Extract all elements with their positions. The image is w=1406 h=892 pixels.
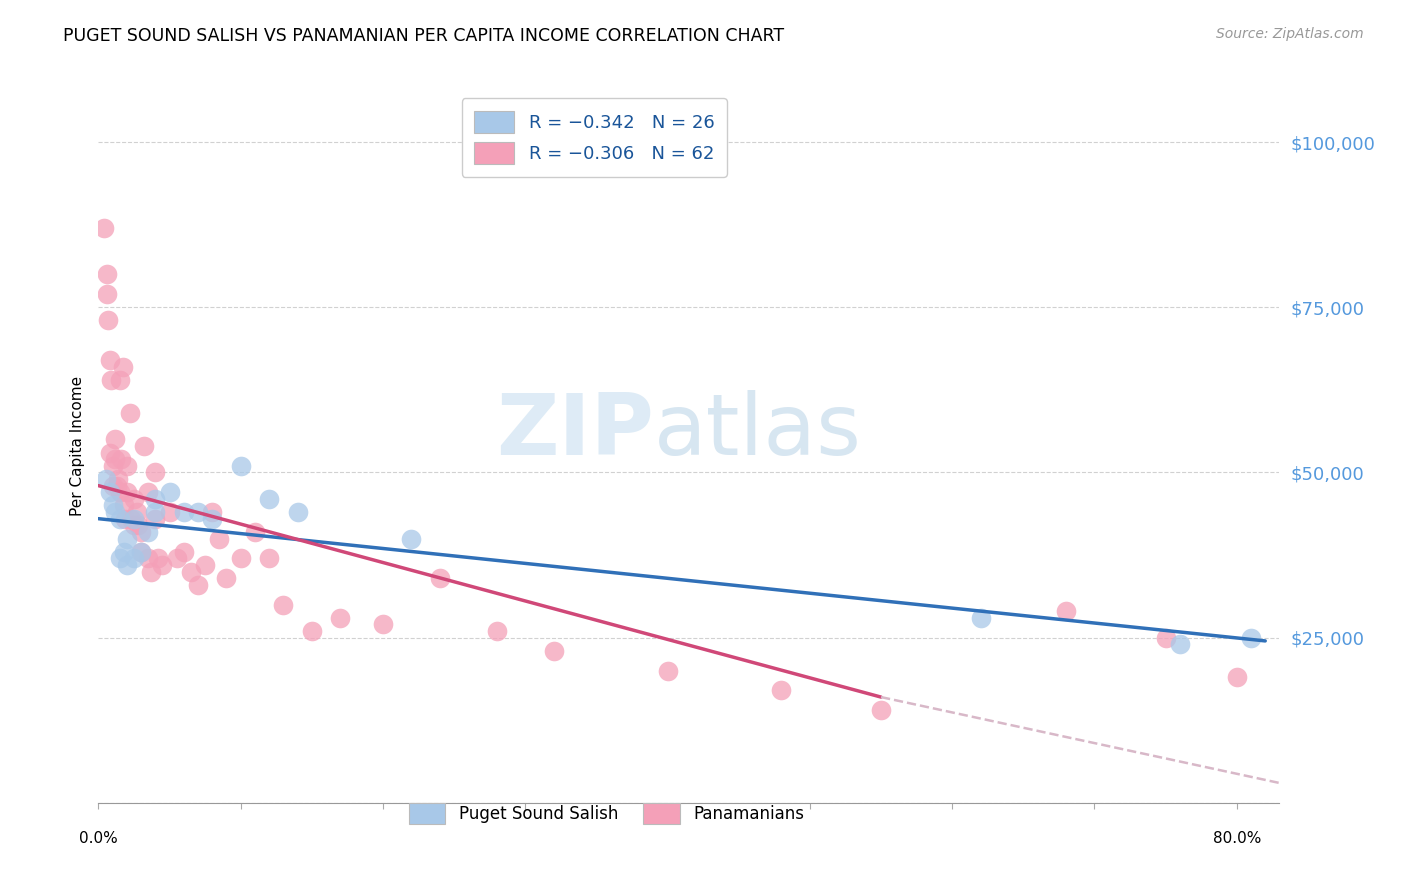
Point bbox=[104, 433, 127, 447]
Point bbox=[112, 545, 135, 559]
Point bbox=[105, 478, 128, 492]
Point bbox=[115, 558, 138, 572]
Point bbox=[96, 287, 118, 301]
Point bbox=[187, 578, 209, 592]
Point bbox=[98, 445, 121, 459]
Point bbox=[129, 545, 152, 559]
Point bbox=[112, 499, 135, 513]
Point bbox=[229, 458, 252, 473]
Point bbox=[104, 505, 127, 519]
Point bbox=[111, 359, 134, 374]
Point bbox=[127, 518, 149, 533]
Point bbox=[287, 505, 309, 519]
Point bbox=[152, 558, 174, 572]
Point bbox=[187, 505, 209, 519]
Point bbox=[1226, 670, 1249, 684]
Point bbox=[93, 221, 115, 235]
Point bbox=[94, 472, 117, 486]
Text: PUGET SOUND SALISH VS PANAMANIAN PER CAPITA INCOME CORRELATION CHART: PUGET SOUND SALISH VS PANAMANIAN PER CAP… bbox=[63, 27, 785, 45]
Point bbox=[401, 532, 423, 546]
Point bbox=[173, 545, 195, 559]
Point bbox=[101, 499, 124, 513]
Y-axis label: Per Capita Income: Per Capita Income bbox=[69, 376, 84, 516]
Point bbox=[98, 485, 121, 500]
Point bbox=[115, 458, 138, 473]
Legend: Puget Sound Salish, Panamanians: Puget Sound Salish, Panamanians bbox=[398, 793, 814, 834]
Point bbox=[129, 524, 152, 539]
Point bbox=[166, 551, 188, 566]
Point bbox=[257, 551, 280, 566]
Point bbox=[159, 485, 181, 500]
Point bbox=[101, 478, 124, 492]
Point bbox=[243, 524, 266, 539]
Point bbox=[104, 452, 127, 467]
Point bbox=[108, 511, 131, 525]
Point bbox=[159, 505, 181, 519]
Point bbox=[173, 505, 195, 519]
Point bbox=[429, 571, 451, 585]
Point bbox=[129, 545, 152, 559]
Point bbox=[120, 511, 142, 525]
Point bbox=[215, 571, 238, 585]
Point bbox=[969, 611, 991, 625]
Point bbox=[148, 551, 170, 566]
Point bbox=[107, 472, 129, 486]
Point bbox=[201, 511, 224, 525]
Point bbox=[371, 617, 394, 632]
Point bbox=[139, 565, 162, 579]
Point bbox=[115, 485, 138, 500]
Point bbox=[485, 624, 508, 638]
Point bbox=[96, 267, 118, 281]
Point bbox=[97, 313, 120, 327]
Point bbox=[301, 624, 323, 638]
Point bbox=[132, 439, 155, 453]
Point bbox=[108, 485, 131, 500]
Point bbox=[273, 598, 295, 612]
Point bbox=[136, 485, 159, 500]
Point bbox=[180, 565, 202, 579]
Point bbox=[101, 458, 124, 473]
Point bbox=[1240, 631, 1263, 645]
Point bbox=[208, 532, 231, 546]
Point bbox=[122, 518, 145, 533]
Point bbox=[870, 703, 893, 717]
Point bbox=[329, 611, 352, 625]
Point bbox=[110, 452, 132, 467]
Point bbox=[194, 558, 217, 572]
Point bbox=[125, 505, 148, 519]
Point bbox=[108, 551, 131, 566]
Point bbox=[229, 551, 252, 566]
Text: 0.0%: 0.0% bbox=[79, 831, 118, 847]
Text: atlas: atlas bbox=[654, 390, 862, 474]
Point bbox=[136, 551, 159, 566]
Point bbox=[122, 511, 145, 525]
Point bbox=[118, 406, 141, 420]
Point bbox=[114, 511, 136, 525]
Text: 80.0%: 80.0% bbox=[1212, 831, 1261, 847]
Point bbox=[115, 532, 138, 546]
Point bbox=[657, 664, 679, 678]
Point bbox=[143, 466, 166, 480]
Point bbox=[543, 644, 565, 658]
Point bbox=[122, 551, 145, 566]
Point bbox=[143, 505, 166, 519]
Point bbox=[143, 511, 166, 525]
Point bbox=[100, 373, 122, 387]
Point bbox=[1154, 631, 1177, 645]
Point bbox=[98, 353, 121, 368]
Point bbox=[143, 491, 166, 506]
Point bbox=[257, 491, 280, 506]
Point bbox=[108, 373, 131, 387]
Point bbox=[201, 505, 224, 519]
Point bbox=[1054, 604, 1077, 618]
Text: ZIP: ZIP bbox=[496, 390, 654, 474]
Text: Source: ZipAtlas.com: Source: ZipAtlas.com bbox=[1216, 27, 1364, 41]
Point bbox=[122, 491, 145, 506]
Point bbox=[136, 524, 159, 539]
Point bbox=[770, 683, 793, 698]
Point bbox=[1168, 637, 1191, 651]
